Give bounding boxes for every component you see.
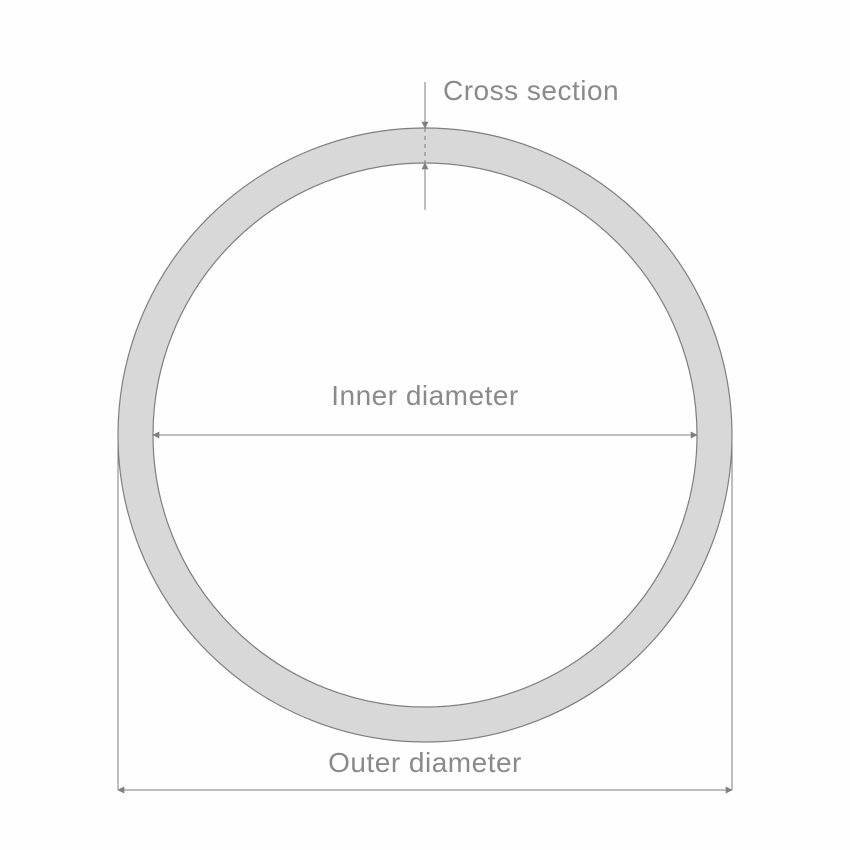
inner-diameter-label: Inner diameter bbox=[331, 380, 519, 411]
cross-section-label: Cross section bbox=[443, 75, 619, 106]
ring-dimension-diagram: Cross section Inner diameter Outer diame… bbox=[0, 0, 850, 850]
outer-diameter-label: Outer diameter bbox=[328, 747, 522, 778]
